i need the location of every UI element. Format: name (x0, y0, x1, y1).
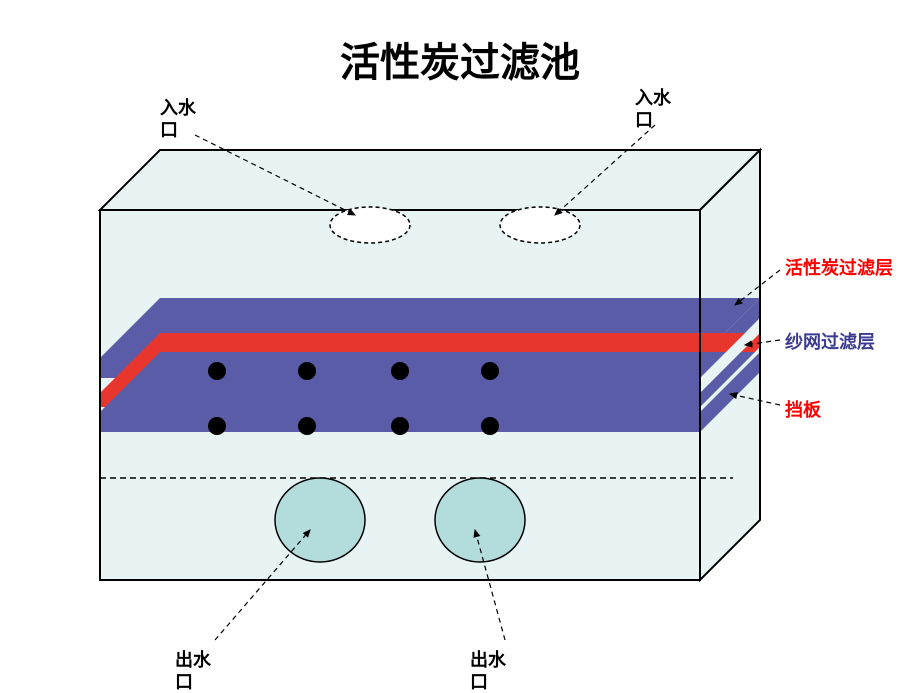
filter-dot (481, 417, 499, 435)
filter-dot (298, 417, 316, 435)
filter-dot (208, 362, 226, 380)
filter-dot (391, 362, 409, 380)
filter-dot (391, 417, 409, 435)
box-top-face (100, 150, 760, 210)
baffle-layer-top (100, 352, 760, 412)
label-outlet-right: 出水口 (470, 650, 510, 693)
diagram-svg (0, 0, 920, 690)
label-carbon-layer: 活性炭过滤层 (785, 258, 893, 280)
label-mesh-layer: 纱网过滤层 (785, 332, 875, 354)
filter-dot (298, 362, 316, 380)
filter-dot (208, 417, 226, 435)
outlet-hole (275, 478, 365, 562)
label-inlet-right: 入水口 (635, 88, 675, 131)
label-outlet-left: 出水口 (175, 650, 215, 693)
inlet-hole (330, 207, 410, 243)
label-inlet-left: 入水口 (160, 98, 200, 141)
label-baffle: 挡板 (785, 400, 821, 422)
filter-dot (481, 362, 499, 380)
inlet-hole (500, 207, 580, 243)
